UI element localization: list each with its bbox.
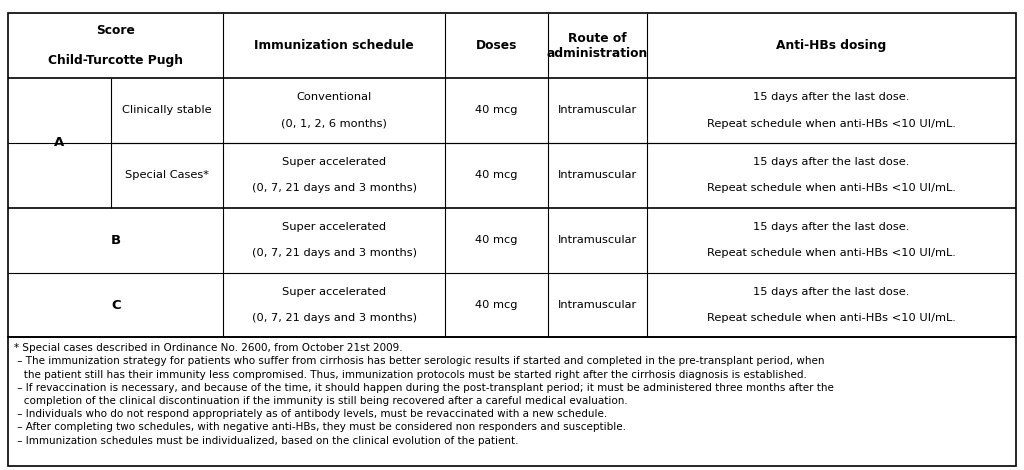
Text: 40 mcg: 40 mcg <box>475 105 518 116</box>
Text: (0, 7, 21 days and 3 months): (0, 7, 21 days and 3 months) <box>252 183 417 194</box>
Text: Special Cases*: Special Cases* <box>125 170 209 180</box>
Bar <box>8 337 1016 466</box>
Text: A: A <box>54 136 65 149</box>
Text: Repeat schedule when anti-HBs <10 UI/mL.: Repeat schedule when anti-HBs <10 UI/mL. <box>707 313 956 323</box>
Text: 15 days after the last dose.: 15 days after the last dose. <box>754 157 909 167</box>
Text: * Special cases described in Ordinance No. 2600, from October 21st 2009.
 – The : * Special cases described in Ordinance N… <box>14 343 835 446</box>
Text: 15 days after the last dose.: 15 days after the last dose. <box>754 287 909 297</box>
Text: Route of
administration: Route of administration <box>547 31 648 60</box>
Text: Immunization schedule: Immunization schedule <box>254 39 415 52</box>
Text: 15 days after the last dose.: 15 days after the last dose. <box>754 222 909 232</box>
Text: Intramuscular: Intramuscular <box>558 105 637 116</box>
Text: (0, 7, 21 days and 3 months): (0, 7, 21 days and 3 months) <box>252 248 417 259</box>
Text: 40 mcg: 40 mcg <box>475 235 518 245</box>
Text: Intramuscular: Intramuscular <box>558 170 637 180</box>
Text: Super accelerated: Super accelerated <box>283 157 386 167</box>
Text: 15 days after the last dose.: 15 days after the last dose. <box>754 92 909 102</box>
Text: Super accelerated: Super accelerated <box>283 287 386 297</box>
Text: Super accelerated: Super accelerated <box>283 222 386 232</box>
Text: Clinically stable: Clinically stable <box>122 105 212 116</box>
Text: Conventional: Conventional <box>297 92 372 102</box>
Text: Anti-HBs dosing: Anti-HBs dosing <box>776 39 887 52</box>
Bar <box>8 13 1016 337</box>
Text: B: B <box>111 234 121 247</box>
Text: Repeat schedule when anti-HBs <10 UI/mL.: Repeat schedule when anti-HBs <10 UI/mL. <box>707 183 956 194</box>
Text: Intramuscular: Intramuscular <box>558 235 637 245</box>
Text: Score

Child-Turcotte Pugh: Score Child-Turcotte Pugh <box>48 24 183 67</box>
Text: Repeat schedule when anti-HBs <10 UI/mL.: Repeat schedule when anti-HBs <10 UI/mL. <box>707 118 956 129</box>
Text: 40 mcg: 40 mcg <box>475 300 518 310</box>
Text: Doses: Doses <box>476 39 517 52</box>
Text: Repeat schedule when anti-HBs <10 UI/mL.: Repeat schedule when anti-HBs <10 UI/mL. <box>707 248 956 259</box>
Text: C: C <box>111 298 121 312</box>
Text: 40 mcg: 40 mcg <box>475 170 518 180</box>
Text: Intramuscular: Intramuscular <box>558 300 637 310</box>
Text: (0, 7, 21 days and 3 months): (0, 7, 21 days and 3 months) <box>252 313 417 323</box>
Text: (0, 1, 2, 6 months): (0, 1, 2, 6 months) <box>282 118 387 129</box>
